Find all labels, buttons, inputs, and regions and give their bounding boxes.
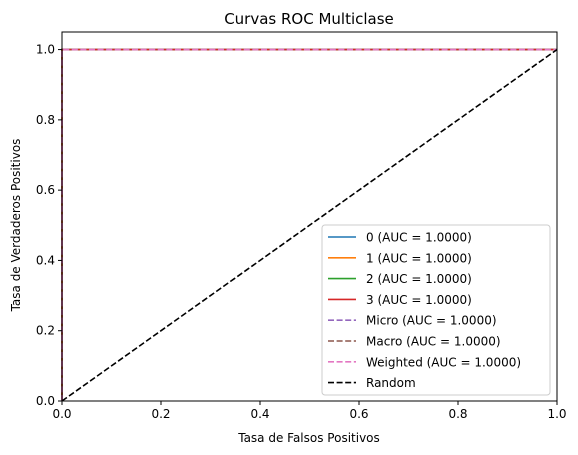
plot-frame xyxy=(61,31,558,402)
y-tick-label: 0.8 xyxy=(36,113,55,127)
x-tick-label: 0.8 xyxy=(448,407,467,421)
y-tick-label: 0.4 xyxy=(36,253,55,267)
x-axis-label: Tasa de Falsos Positivos xyxy=(237,431,380,445)
x-axis: 0.0 0.2 0.4 0.6 0.8 1.0 xyxy=(52,401,567,421)
x-tick-label: 0.2 xyxy=(151,407,170,421)
y-tick-label: 0.0 xyxy=(36,394,55,408)
x-tick-label: 1.0 xyxy=(547,407,566,421)
x-tick-label: 0.4 xyxy=(250,407,269,421)
legend-label: 1 (AUC = 1.0000) xyxy=(366,251,472,265)
y-tick-label: 0.2 xyxy=(36,324,55,338)
y-axis-label: Tasa de Verdaderos Positivos xyxy=(9,139,23,313)
legend-label: Micro (AUC = 1.0000) xyxy=(366,314,497,328)
legend-label: 3 (AUC = 1.0000) xyxy=(366,293,472,307)
legend-label: 0 (AUC = 1.0000) xyxy=(366,231,472,245)
chart-title: Curvas ROC Multiclase xyxy=(224,10,394,28)
series-line-7 xyxy=(61,48,558,402)
legend: 0 (AUC = 1.0000) 1 (AUC = 1.0000) 2 (AUC =… xyxy=(321,224,551,396)
legend-label: Weighted (AUC = 1.0000) xyxy=(366,355,521,369)
legend-label: Random xyxy=(366,376,416,390)
x-tick-label: 0.6 xyxy=(349,407,368,421)
legend-label: Macro (AUC = 1.0000) xyxy=(366,335,501,349)
x-tick-label: 0.0 xyxy=(52,407,71,421)
y-axis: 0.0 0.2 0.4 0.6 0.8 1.0 xyxy=(36,43,62,408)
y-tick-label: 0.6 xyxy=(36,183,55,197)
legend-box xyxy=(321,224,551,396)
y-tick-label: 1.0 xyxy=(36,43,55,57)
legend-label: 2 (AUC = 1.0000) xyxy=(366,272,472,286)
